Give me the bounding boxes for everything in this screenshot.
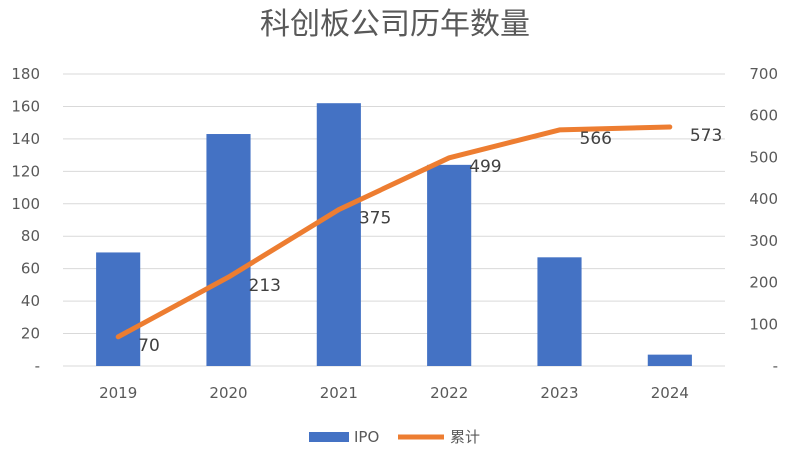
bar-series: [96, 103, 692, 366]
y-right-tick-label: 600: [749, 107, 778, 125]
y-right-tick-label: 400: [749, 190, 778, 208]
line-series: 70 213 375 499 566 573: [115, 124, 722, 356]
x-tick-label: 2019: [99, 384, 137, 402]
y-right-tick-label: -: [773, 357, 778, 375]
y-left-tick-label: 80: [21, 227, 40, 245]
legend-label-cumulative: 累计: [450, 428, 480, 446]
y-axis-right: - 100 200 300 400 500 600 700: [749, 65, 778, 375]
y-left-tick-label: 140: [11, 130, 40, 148]
bar-ipo-2020: [206, 134, 251, 366]
y-left-tick-label: 120: [11, 162, 40, 180]
y-right-tick-label: 300: [749, 232, 778, 250]
x-tick-label: 2022: [430, 384, 468, 402]
y-left-tick-label: 160: [11, 97, 40, 115]
bar-ipo-2023: [537, 257, 582, 366]
x-tick-label: 2023: [540, 384, 578, 402]
bar-ipo-2024: [647, 354, 692, 366]
x-tick-label: 2024: [651, 384, 689, 402]
y-left-tick-label: 60: [21, 260, 40, 278]
data-label-cumulative-2019: 70: [138, 336, 160, 356]
x-tick-label: 2021: [320, 384, 358, 402]
y-right-tick-label: 700: [749, 65, 778, 83]
chart-title: 科创板公司历年数量: [260, 7, 530, 42]
y-right-tick-label: 500: [749, 148, 778, 166]
legend-label-ipo: IPO: [354, 428, 379, 446]
y-left-tick-label: 20: [21, 325, 40, 343]
x-axis: 2019 2020 2021 2022 2023 2024: [99, 384, 689, 402]
bar-ipo-2019: [96, 252, 141, 366]
bar-ipo-2021: [316, 103, 361, 366]
gridlines: [63, 73, 725, 367]
legend: IPO 累计: [309, 428, 480, 446]
data-label-cumulative-2024: 573: [690, 126, 722, 146]
y-left-tick-label: 100: [11, 195, 40, 213]
y-left-tick-label: 40: [21, 292, 40, 310]
bar-ipo-2022: [427, 164, 472, 366]
y-left-tick-label: -: [35, 357, 40, 375]
legend-swatch-ipo: [309, 432, 349, 442]
line-cumulative: [115, 124, 673, 340]
x-tick-label: 2020: [209, 384, 247, 402]
data-label-cumulative-2021: 375: [359, 209, 391, 229]
data-label-cumulative-2023: 566: [580, 129, 612, 149]
data-label-cumulative-2022: 499: [469, 157, 501, 177]
y-right-tick-label: 200: [749, 274, 778, 292]
y-left-tick-label: 180: [11, 65, 40, 83]
data-label-cumulative-2020: 213: [249, 276, 281, 296]
y-right-tick-label: 100: [749, 315, 778, 333]
y-axis-left: - 20 40 60 80 100 120 140 160 180: [11, 65, 40, 375]
